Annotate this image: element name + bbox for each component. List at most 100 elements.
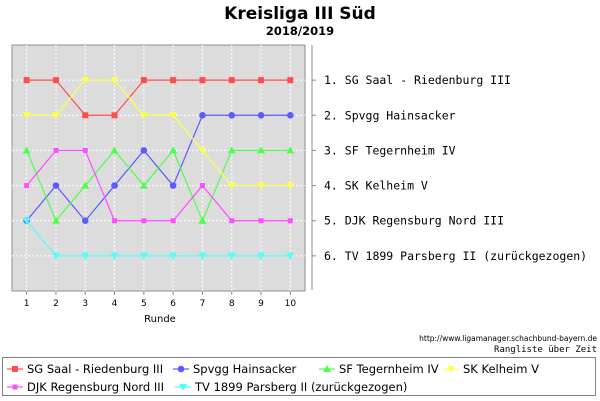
rank-label: 3. SF Tegernheim IV xyxy=(324,143,456,157)
data-point xyxy=(51,216,60,224)
data-point xyxy=(82,112,89,119)
data-point xyxy=(286,252,295,260)
data-point xyxy=(52,77,59,84)
series-3 xyxy=(22,146,295,224)
source-url: http://www.ligamanager.schachbund-bayern… xyxy=(419,334,597,343)
data-point xyxy=(228,111,236,119)
x-tick-label: 10 xyxy=(285,299,297,309)
legend-marker xyxy=(179,384,187,391)
data-point xyxy=(140,147,148,154)
data-point xyxy=(81,181,90,189)
legend-marker xyxy=(323,365,331,372)
data-point xyxy=(169,146,178,154)
legend-item: SK Kelheim V xyxy=(443,362,539,376)
data-point xyxy=(110,77,119,85)
legend-marker xyxy=(177,365,185,373)
legend-label: SK Kelheim V xyxy=(463,362,539,376)
data-point xyxy=(169,252,178,260)
chart-title: Kreisliga III Süd xyxy=(224,4,376,24)
x-axis-label: Runde xyxy=(144,314,176,325)
data-point xyxy=(287,77,294,84)
data-point xyxy=(170,218,176,224)
data-point xyxy=(227,252,236,260)
legend-item: SF Tegernheim IV xyxy=(319,362,439,376)
data-point xyxy=(199,77,206,84)
data-point xyxy=(22,146,31,154)
legend-label: SF Tegernheim IV xyxy=(339,362,439,376)
data-point xyxy=(258,77,265,84)
x-tick-label: 3 xyxy=(82,299,88,309)
series-4 xyxy=(22,77,295,190)
data-point xyxy=(198,147,207,155)
legend-item: DJK Regensburg Nord III xyxy=(7,380,164,394)
data-point xyxy=(111,182,118,189)
x-tick-label: 5 xyxy=(141,299,147,309)
series-5 xyxy=(24,147,293,224)
legend-marker xyxy=(12,366,18,372)
series-line xyxy=(26,149,291,223)
series-line xyxy=(26,149,291,222)
data-point xyxy=(286,146,295,154)
data-point xyxy=(139,112,148,120)
series-line xyxy=(26,79,291,187)
data-point xyxy=(198,252,207,260)
data-point xyxy=(111,112,118,119)
data-point xyxy=(22,217,31,225)
data-point xyxy=(199,183,205,189)
data-point xyxy=(169,112,178,120)
rank-label: 6. TV 1899 Parsberg II (zurückgezogen) xyxy=(324,249,587,263)
data-point xyxy=(81,217,89,225)
data-point xyxy=(22,112,31,120)
data-point xyxy=(170,77,177,84)
chart-subtitle: 2018/2019 xyxy=(266,24,334,38)
legend-item: SG Saal - Riedenburg III xyxy=(7,362,163,376)
data-point xyxy=(227,146,236,154)
data-point xyxy=(257,146,266,154)
data-point xyxy=(199,111,206,119)
data-point xyxy=(169,182,177,189)
data-point xyxy=(51,112,60,120)
legend-item: Spvgg Hainsacker xyxy=(173,362,297,376)
data-point xyxy=(287,218,293,224)
rank-label: 5. DJK Regensburg Nord III xyxy=(324,214,504,228)
legend-items: SG Saal - Riedenburg III Spvgg Hainsacker… xyxy=(7,362,539,394)
data-point xyxy=(287,111,294,119)
rank-label: 4. SK Kelheim V xyxy=(324,179,428,193)
data-point xyxy=(258,218,264,224)
x-tick-label: 7 xyxy=(200,299,206,309)
legend: SG Saal - Riedenburg III Spvgg Hainsacker… xyxy=(2,357,596,396)
legend-label: SG Saal - Riedenburg III xyxy=(27,362,163,376)
series-lines xyxy=(22,77,295,260)
data-point xyxy=(286,182,295,190)
data-point xyxy=(140,77,147,84)
data-point xyxy=(257,252,266,260)
x-tick-label: 2 xyxy=(53,299,59,309)
data-point xyxy=(229,218,235,224)
x-tick-label: 8 xyxy=(229,299,235,309)
data-point xyxy=(198,216,207,224)
data-point xyxy=(257,111,265,119)
footer-caption: Rangliste über Zeit xyxy=(494,345,597,355)
legend-item: TV 1899 Parsberg II (zurückgezogen) xyxy=(175,380,407,394)
x-tick-label: 6 xyxy=(170,299,176,309)
rank-label: 1. SG Saal - Riedenburg III xyxy=(324,73,511,87)
data-point xyxy=(141,218,147,224)
data-point xyxy=(53,147,59,153)
series-6 xyxy=(22,217,295,260)
legend-marker xyxy=(12,384,18,390)
data-point xyxy=(81,77,90,85)
x-tick-label: 4 xyxy=(112,299,118,309)
data-point xyxy=(110,146,119,154)
rank-labels: 1. SG Saal - Riedenburg III 2. Spvgg Hain… xyxy=(312,73,587,263)
series-line xyxy=(26,220,291,257)
data-point xyxy=(52,182,60,189)
x-tick-label: 9 xyxy=(258,299,264,309)
data-point xyxy=(82,147,88,153)
legend-label: TV 1899 Parsberg II (zurückgezogen) xyxy=(194,380,407,394)
x-axis: 1 2 3 4 5 6 7 8 9 10 xyxy=(24,291,297,309)
data-point xyxy=(257,182,266,190)
legend-label: DJK Regensburg Nord III xyxy=(27,380,164,394)
data-point xyxy=(81,252,90,260)
rank-label: 2. Spvgg Hainsacker xyxy=(324,108,456,122)
